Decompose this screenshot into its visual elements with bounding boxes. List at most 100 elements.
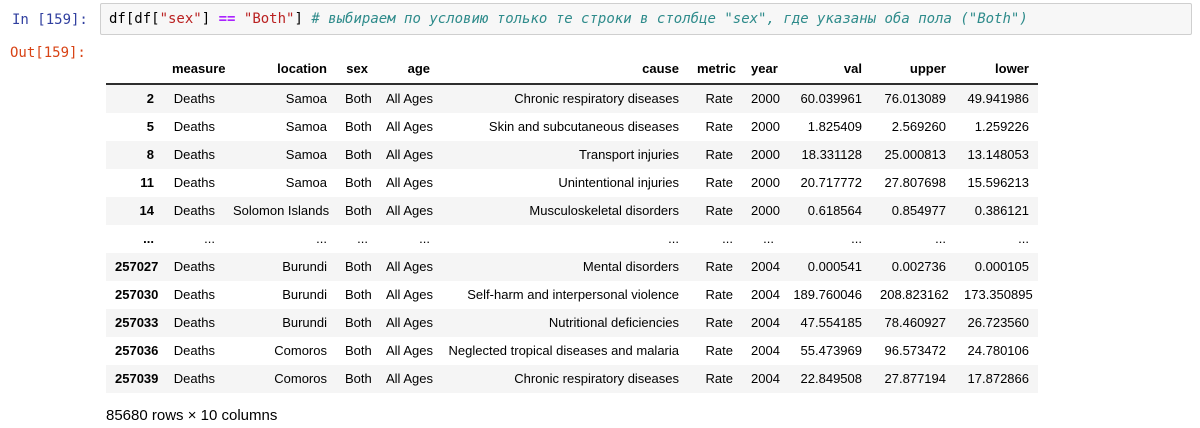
column-header: val <box>783 55 871 85</box>
table-cell: Both <box>345 371 372 386</box>
table-cell: 0.002736 <box>891 259 946 274</box>
dataframe-table: measure location sex age cause metric year val u… <box>106 55 1038 393</box>
table-cell: 189.760046 <box>793 287 862 302</box>
code-token-plain: df[df[ <box>109 11 160 27</box>
table-cell: 18.331128 <box>801 147 863 162</box>
table-row: 257036 Deaths Comoros Both All Ages Neglected… <box>106 337 1038 365</box>
cell-output-row: Out[159]: measure location sex age cause metr… <box>0 43 1200 424</box>
table-cell: Burundi <box>282 315 327 330</box>
table-cell: Deaths <box>173 287 215 302</box>
row-index: 5 <box>146 119 154 134</box>
table-cell: Burundi <box>282 287 327 302</box>
table-cell: 0.618564 <box>807 203 862 218</box>
row-index: 257033 <box>115 315 159 330</box>
table-cell: 22.849508 <box>800 371 862 386</box>
column-header: upper <box>871 55 955 85</box>
table-cell: ... <box>1018 231 1029 246</box>
table-row: 14 Deaths Solomon Islands Both All Ages Muscu… <box>106 197 1038 225</box>
row-index: 257036 <box>115 343 159 358</box>
table-cell: Samoa <box>285 147 327 162</box>
table-row: 257027 Deaths Burundi Both All Ages Mental di… <box>106 253 1038 281</box>
table-cell: 15.596213 <box>967 175 1029 190</box>
table-cell: 0.386121 <box>974 203 1029 218</box>
table-cell: ... <box>763 231 774 246</box>
table-cell: Rate <box>705 203 733 218</box>
table-cell: Deaths <box>173 315 215 330</box>
code-token-string: "Both" <box>243 11 295 27</box>
code-editor[interactable]: df[df["sex"] == "Both"] # выбираем по ус… <box>100 3 1192 35</box>
table-cell: 25.000813 <box>884 147 946 162</box>
table-cell: Mental disorders <box>582 259 679 274</box>
table-cell: Samoa <box>285 91 327 106</box>
table-cell: 27.807698 <box>884 175 946 190</box>
table-cell: 2004 <box>751 259 780 274</box>
table-row: ................................. <box>106 225 1038 253</box>
cell-input-row: In [159]: df[df["sex"] == "Both"] # выби… <box>0 3 1200 35</box>
table-cell: Self-harm and interpersonal violence <box>467 287 679 302</box>
table-row: 8 Deaths Samoa Both All Ages Transport injuri… <box>106 141 1038 169</box>
table-cell: Deaths <box>173 259 215 274</box>
table-cell: 27.877194 <box>884 371 946 386</box>
table-cell: Both <box>345 287 372 302</box>
column-header: year <box>742 55 783 85</box>
table-cell: 26.723560 <box>967 315 1029 330</box>
table-cell: ... <box>316 231 327 246</box>
table-cell: Both <box>345 91 372 106</box>
table-cell: Chronic respiratory diseases <box>514 91 679 106</box>
column-header: lower <box>955 55 1038 85</box>
table-cell: 13.148053 <box>967 147 1029 162</box>
table-cell: Deaths <box>173 147 215 162</box>
column-header: cause <box>439 55 688 85</box>
table-cell: ... <box>204 231 215 246</box>
table-row: 2 Deaths Samoa Both All Ages Chronic respirat… <box>106 84 1038 113</box>
table-cell: Samoa <box>285 175 327 190</box>
table-cell: Deaths <box>173 91 215 106</box>
table-cell: 0.854977 <box>891 203 946 218</box>
column-header: age <box>377 55 439 85</box>
table-cell: Transport injuries <box>579 147 679 162</box>
table-cell: All Ages <box>386 203 433 218</box>
table-cell: Deaths <box>173 175 215 190</box>
row-index: 257039 <box>115 371 159 386</box>
table-cell: 2004 <box>751 315 780 330</box>
table-cell: 96.573472 <box>884 343 946 358</box>
table-cell: All Ages <box>386 343 433 358</box>
table-cell: 1.825409 <box>807 119 862 134</box>
table-cell: All Ages <box>386 371 433 386</box>
table-cell: ... <box>722 231 733 246</box>
dataframe-shape: 85680 rows × 10 columns <box>106 407 278 424</box>
table-header-row: measure location sex age cause metric year val u… <box>106 55 1038 85</box>
row-index: 11 <box>140 175 154 190</box>
table-cell: 17.872866 <box>967 371 1029 386</box>
table-cell: 20.717772 <box>800 175 862 190</box>
table-cell: Both <box>345 203 372 218</box>
table-cell: Deaths <box>173 343 215 358</box>
index-column-header <box>106 55 163 85</box>
table-cell: All Ages <box>386 147 433 162</box>
code-token-plain <box>235 11 243 27</box>
table-cell: Burundi <box>282 259 327 274</box>
table-cell: Deaths <box>173 119 215 134</box>
table-cell: Both <box>345 147 372 162</box>
row-index: 2 <box>146 91 154 106</box>
table-cell: Both <box>345 119 372 134</box>
column-header: measure <box>163 55 225 85</box>
code-token-plain: ] <box>201 11 219 27</box>
table-cell: 2000 <box>751 91 780 106</box>
table-cell: Unintentional injuries <box>558 175 679 190</box>
table-cell: 76.013089 <box>884 91 946 106</box>
table-cell: Rate <box>705 371 733 386</box>
table-cell: Comoros <box>274 371 327 386</box>
code-token-plain: ] <box>294 11 312 27</box>
code-token-comment: # выбираем по условию только те строки в… <box>311 11 1028 27</box>
row-index: 257027 <box>115 259 159 274</box>
table-cell: Nutritional deficiencies <box>548 315 679 330</box>
table-cell: 78.460927 <box>884 315 946 330</box>
table-cell: Rate <box>705 315 733 330</box>
table-cell: Both <box>345 315 372 330</box>
table-cell: ... <box>668 231 679 246</box>
table-cell: 0.000105 <box>974 259 1029 274</box>
table-cell: 24.780106 <box>967 343 1029 358</box>
table-cell: ... <box>851 231 862 246</box>
